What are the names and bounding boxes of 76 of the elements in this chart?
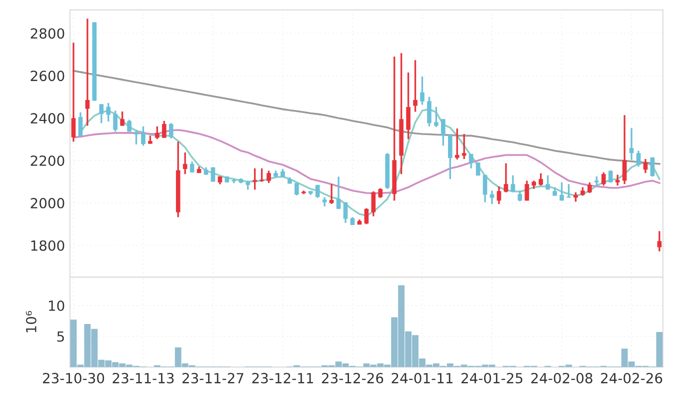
- candlestick: [490, 190, 494, 205]
- y-tick-label: 10: [48, 300, 64, 311]
- candlestick: [629, 127, 634, 161]
- candlestick: [601, 172, 606, 186]
- x-tick-label: 23-12-11: [252, 372, 313, 384]
- candlestick: [454, 128, 460, 160]
- candlestick: [441, 118, 446, 147]
- candlestick: [420, 76, 424, 106]
- candlestick: [162, 120, 166, 139]
- x-tick-label: 23-10-30: [42, 372, 104, 384]
- x-tick-label: 24-02-26: [601, 372, 662, 384]
- candlestick: [657, 230, 662, 252]
- y-tick-label: 1800: [31, 240, 64, 251]
- y-tick-label: 2200: [30, 155, 64, 166]
- y-tick-label: 2400: [30, 113, 64, 124]
- candlestick: [260, 168, 264, 183]
- y-tick-label: 2800: [30, 28, 64, 39]
- candlestick: [504, 162, 508, 194]
- candlestick: [566, 183, 571, 198]
- candlestick: [608, 169, 613, 184]
- candlestick: [85, 18, 90, 127]
- y-tick-label: 2600: [30, 70, 64, 82]
- candlestick: [413, 59, 418, 113]
- candlestick: [427, 96, 432, 128]
- candlestick: [434, 106, 438, 128]
- candlestick: [182, 152, 188, 175]
- candlestick: [406, 72, 410, 140]
- candlestick: [636, 150, 641, 168]
- candlestick: [510, 174, 516, 194]
- candlestick: [336, 176, 341, 210]
- candlestick: [622, 114, 627, 185]
- candlestick: [343, 201, 348, 224]
- candlestick: [329, 183, 334, 205]
- candlestick: [120, 110, 124, 127]
- candlestick: [538, 172, 543, 186]
- candlestick: [643, 158, 648, 174]
- candlestick: [113, 110, 118, 133]
- candlestick: [190, 160, 194, 174]
- candlestick: [266, 170, 271, 184]
- x-tick-label: 24-01-11: [392, 372, 452, 384]
- candlestick: [364, 207, 369, 225]
- candlestick: [78, 112, 83, 138]
- candlestick: [462, 133, 466, 160]
- candlestick: [252, 168, 258, 190]
- candlestick: [106, 102, 111, 122]
- y-tick-label: 2000: [30, 198, 64, 208]
- candlestick: [155, 126, 160, 140]
- y-axis-title: 10⁶: [26, 310, 36, 332]
- candlestick: [574, 192, 578, 203]
- candlestick: [524, 180, 530, 202]
- candlestick: [371, 190, 376, 218]
- candlestick: [560, 182, 564, 202]
- candlestick: [378, 187, 383, 199]
- candlestick: [448, 134, 452, 180]
- x-tick-label: 23-11-27: [182, 372, 244, 384]
- x-tick-label: 24-02-08: [531, 372, 592, 384]
- y-tick-label: 5: [57, 331, 64, 342]
- candlestick: [546, 174, 550, 190]
- candlestick: [294, 182, 299, 196]
- candlestick: [315, 184, 320, 199]
- candlestick: [482, 174, 488, 204]
- candlestick: [650, 156, 655, 178]
- candlestick: [594, 176, 599, 188]
- candlestick: [615, 174, 620, 186]
- x-tick-label: 23-12-26: [322, 372, 384, 384]
- candlestick: [168, 122, 174, 140]
- candlestick: [588, 182, 592, 194]
- x-tick-label: 24-01-25: [462, 372, 522, 384]
- candlestick: [518, 190, 522, 202]
- candlestick: [141, 126, 146, 147]
- candlestick: [99, 103, 104, 124]
- candlestick: [468, 153, 474, 170]
- candlestick: [496, 186, 502, 205]
- candlestick: [322, 196, 327, 208]
- candlestick: [134, 128, 138, 146]
- x-tick-label: 23-11-13: [112, 372, 174, 384]
